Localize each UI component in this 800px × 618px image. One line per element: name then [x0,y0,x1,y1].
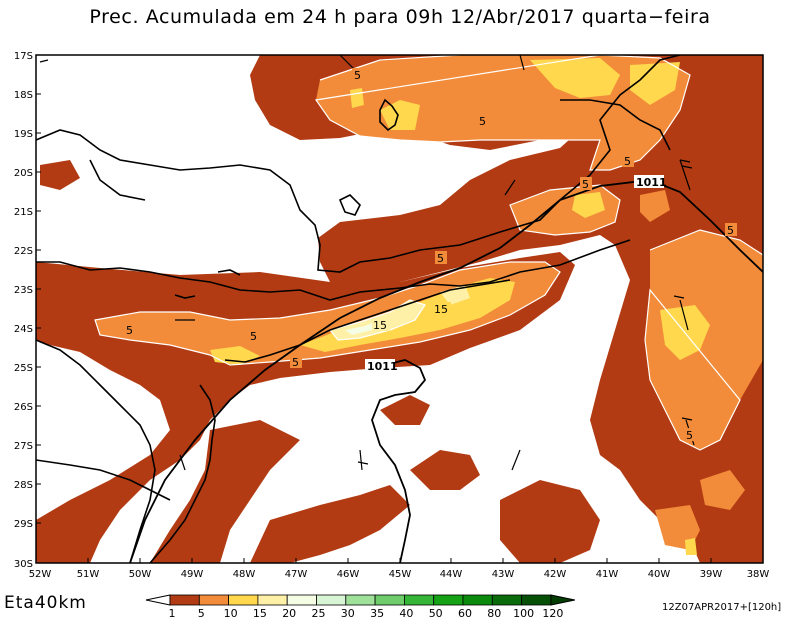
colorbar-label: 10 [224,607,238,618]
colorbar-swatch [169,594,200,606]
lon-label: 45W [389,569,412,580]
lat-label: 29S [14,519,33,530]
colorbar-swatch [198,594,230,606]
isobar-label: 1011 [367,360,398,373]
lon-label: 39W [700,569,723,580]
contour-label: 5 [624,155,631,168]
lat-label: 18S [14,90,33,101]
contour-label: 5 [582,178,589,191]
lon-label: 47W [285,569,308,580]
colorbar: 1 5 10 15 20 25 30 35 40 50 60 80 100 120 [145,594,576,618]
colorbar-label: 30 [341,607,355,618]
colorbar-label: 15 [253,607,267,618]
colorbar-label: 25 [312,607,326,618]
colorbar-label: 120 [542,607,563,618]
lon-label: 41W [596,569,619,580]
colorbar-swatch [345,594,376,606]
lon-label: 38W [747,569,770,580]
contour-label: 5 [727,224,734,237]
lat-label: 17S [14,51,33,62]
contour-label: 15 [434,303,448,316]
lat-label: 20S [14,168,33,179]
isobar-label: 1011 [636,176,667,189]
colorbar-arrow-high [550,594,576,606]
colorbar-label: 50 [429,607,443,618]
precip-contours [94,55,763,451]
lat-label: 28S [14,480,33,491]
colorbar-label: 40 [399,607,413,618]
lat-label: 23S [14,285,33,296]
contour-label: 5 [126,324,133,337]
colorbar-swatch [521,594,552,606]
precip-contour-labels: 5 5 5 5 5 5 5 5 5 15 15 5 [124,68,737,442]
colorbar-swatch [403,594,435,606]
latitude-labels: 17S 18S 19S 20S 21S 22S 23S 24S 25S 26S … [14,51,33,570]
contour-label: 5 [437,252,444,265]
contour-label: 15 [373,319,387,332]
contour-label: 5 [479,115,486,128]
contour-label: 5 [686,429,693,442]
contour-label: 5 [250,330,257,343]
colorbar-swatch [462,594,493,606]
lat-label: 22S [14,246,33,257]
run-info: 12Z07APR2017+[120h] [662,602,782,613]
precip-5-10mm-areas [95,55,763,550]
longitude-labels: 52W 51W 50W 49W 48W 47W 46W 45W 44W 43W … [29,569,770,580]
map-title: Prec. Acumulada em 24 h para 09h 12/Abr/… [89,6,711,28]
lat-label: 19S [14,129,33,140]
colorbar-swatch [374,594,405,606]
isobars [129,179,763,563]
lon-label: 52W [29,569,52,580]
colorbar-label: 80 [487,607,501,618]
coastline-and-borders [36,55,681,563]
map-field: 5 5 5 5 5 5 5 5 5 15 15 5 1011 1011 [36,55,763,563]
colorbar-swatch [491,594,522,606]
lat-label: 24S [14,324,33,335]
model-name: Eta40km [4,593,87,613]
colorbar-swatch [433,594,464,606]
colorbar-swatch [316,594,347,606]
colorbar-label: 100 [513,607,534,618]
lon-label: 40W [648,569,671,580]
lat-label: 30S [14,559,33,570]
colorbar-label: 60 [458,607,472,618]
lon-label: 42W [544,569,567,580]
lon-label: 43W [492,569,515,580]
lat-label: 26S [14,402,33,413]
colorbar-arrow-low [145,594,171,606]
lat-label: 27S [14,441,33,452]
precip-20-25mm-areas [345,320,380,335]
axis-ticks [35,54,764,564]
colorbar-label: 5 [198,607,205,618]
isobar-labels: 1011 1011 [365,175,667,373]
lon-label: 50W [129,569,152,580]
colorbar-label: 1 [169,607,176,618]
lat-label: 25S [14,363,33,374]
lon-label: 49W [181,569,204,580]
contour-label: 5 [292,356,299,369]
colorbar-swatch [228,594,259,606]
colorbar-swatch [257,594,288,606]
lon-label: 51W [77,569,100,580]
colorbar-label: 20 [282,607,296,618]
colorbar-label: 35 [370,607,384,618]
lon-label: 44W [440,569,463,580]
lon-label: 48W [233,569,256,580]
lat-label: 21S [14,207,33,218]
colorbar-swatch [286,594,317,606]
lon-label: 46W [337,569,360,580]
contour-label: 5 [354,69,361,82]
